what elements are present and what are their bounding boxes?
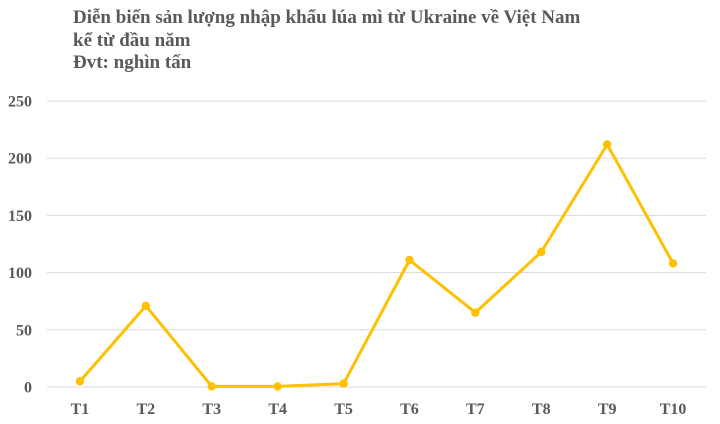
data-point-marker[interactable] (471, 308, 480, 317)
y-axis: 0 50 100 150 200 250 (8, 94, 32, 397)
series-line (78, 143, 675, 388)
x-tick-label: T6 (400, 401, 419, 418)
gridlines (47, 100, 706, 388)
chart-title: Diễn biến sản lượng nhập khẩu lúa mì từ … (73, 7, 580, 75)
x-tick-label: T9 (598, 401, 617, 418)
x-tick-label: T2 (137, 401, 156, 418)
y-tick-label: 200 (8, 151, 32, 168)
x-tick-label: T10 (660, 401, 687, 418)
y-tick-label: 50 (16, 322, 32, 339)
chart-title-line-2: kể từ đầu năm (73, 29, 191, 51)
data-point-marker[interactable] (537, 247, 546, 257)
x-axis: T1 T2 T3 T4 T5 T6 T7 T8 T9 T10 (71, 401, 687, 418)
x-tick-label: T7 (466, 401, 485, 418)
y-tick-label: 250 (8, 94, 32, 111)
data-point-marker[interactable] (668, 259, 678, 268)
x-tick-label: T3 (202, 401, 221, 418)
data-point-marker[interactable] (75, 377, 85, 386)
data-point-marker[interactable] (339, 379, 348, 388)
x-tick-label: T5 (334, 401, 353, 418)
data-point-marker[interactable] (141, 301, 151, 310)
x-tick-label: T1 (71, 401, 90, 418)
data-point-marker[interactable] (405, 255, 414, 265)
data-point-marker[interactable] (207, 382, 216, 391)
chart-unit-label: Đvt: nghìn tấn (73, 52, 192, 73)
y-tick-label: 100 (8, 265, 32, 282)
y-tick-label: 150 (8, 208, 32, 225)
data-point-marker[interactable] (602, 140, 612, 149)
data-point-marker[interactable] (273, 382, 282, 391)
chart-title-line-1: Diễn biến sản lượng nhập khẩu lúa mì từ … (73, 7, 581, 28)
x-tick-label: T8 (532, 401, 551, 418)
data-series (75, 140, 678, 391)
x-tick-label: T4 (268, 401, 287, 418)
y-tick-label: 0 (24, 380, 32, 397)
